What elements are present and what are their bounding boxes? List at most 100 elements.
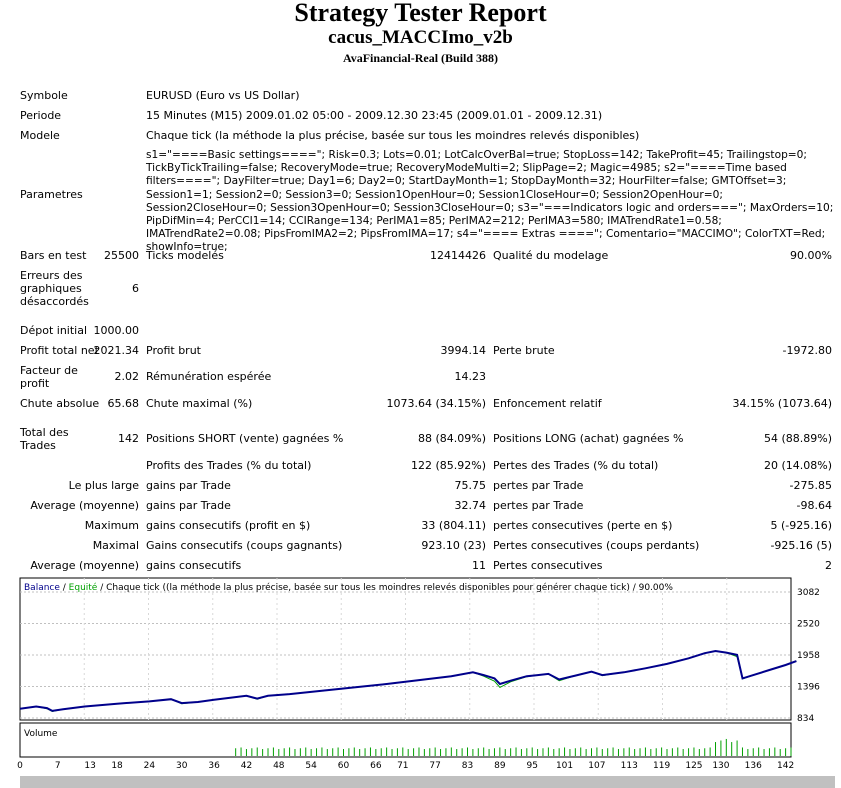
ea-name: cacus_MACCImo_v2b [328, 27, 513, 48]
largest-loss-value: -275.85 [789, 479, 832, 492]
avgconsloss-label: Pertes consecutives [493, 559, 603, 572]
maxdd-value: 1073.64 (34.15%) [386, 397, 486, 410]
x-tick-label: 36 [208, 761, 220, 771]
x-tick-label: 83 [462, 761, 473, 771]
x-tick-label: 89 [494, 761, 506, 771]
x-tick-label: 66 [370, 761, 382, 771]
x-tick-label: 107 [588, 761, 605, 771]
payoff-value: 14.23 [454, 370, 487, 383]
x-tick-label: 42 [241, 761, 252, 771]
trades-label-1: Total des [20, 426, 69, 439]
avgconswin-label: gains consecutifs [146, 559, 242, 572]
x-tick-label: 54 [305, 761, 317, 771]
y-tick-label: 1396 [797, 683, 820, 693]
avgconsloss-value: 2 [825, 559, 832, 572]
balance-chart: Balance / Equité / Chaque tick ((la méth… [17, 577, 820, 771]
maximalwin-label: Gains consecutifs (coups gagnants) [146, 539, 343, 552]
grossprofit-label: Profit brut [146, 344, 201, 357]
x-tick-label: 30 [176, 761, 188, 771]
absdd-value: 65.68 [107, 397, 140, 410]
params-label: Parametres [20, 188, 83, 201]
bars-label: Bars en test [20, 249, 87, 262]
maxconsloss-label: pertes consecutives (perte en $) [493, 519, 673, 532]
x-tick-label: 130 [712, 761, 729, 771]
reldd-label: Enfoncement relatif [493, 397, 602, 410]
average-loss-label: pertes par Trade [493, 499, 584, 512]
reldd-value: 34.15% (1073.64) [732, 397, 832, 410]
errors-value: 6 [132, 282, 139, 295]
pf-label-2: profit [20, 377, 50, 390]
absdd-label: Chute absolue [20, 397, 100, 410]
x-tick-label: 71 [397, 761, 408, 771]
errors-label-3: désaccordés [20, 295, 89, 308]
quality-label: Qualité du modelage [493, 249, 609, 262]
x-tick-label: 24 [144, 761, 156, 771]
x-tick-label: 48 [273, 761, 285, 771]
maximalloss-label: Pertes consecutives (coups perdants) [493, 539, 700, 552]
deposit-value: 1000.00 [93, 324, 140, 337]
x-tick-label: 77 [429, 761, 440, 771]
x-tick-label: 0 [17, 761, 23, 771]
maxdd-label: Chute maximal (%) [146, 397, 253, 410]
x-tick-label: 125 [685, 761, 702, 771]
largest-win-label: gains par Trade [146, 479, 231, 492]
average-label: Average (moyenne) [30, 499, 139, 512]
x-tick-label: 101 [556, 761, 573, 771]
trades-label-2: Trades [20, 439, 56, 452]
legend: Balance / Equité / Chaque tick ((la méth… [24, 582, 673, 593]
trades-value: 142 [118, 432, 139, 445]
errors-label-2: graphiques [20, 282, 82, 295]
average-win-value: 32.74 [454, 499, 487, 512]
bars-value: 25500 [104, 249, 139, 262]
x-tick-label: 60 [338, 761, 350, 771]
x-tick-label: 119 [653, 761, 670, 771]
legend-equity: Equité [69, 582, 98, 593]
avgcons-label: Average (moyenne) [30, 559, 139, 572]
quality-value: 90.00% [790, 249, 832, 262]
maxconswin-value: 33 (804.11) [421, 519, 486, 532]
grossprofit-value: 3994.14 [440, 344, 487, 357]
x-tick-label: 7 [55, 761, 61, 771]
y-tick-label: 3082 [797, 588, 820, 598]
long-label: Positions LONG (achat) gagnées % [493, 432, 684, 445]
netprofit-value: 2021.34 [93, 344, 140, 357]
largest-loss-label: pertes par Trade [493, 479, 584, 492]
losstrades-label: Pertes des Trades (% du total) [493, 459, 659, 472]
payoff-label: Rémunération espérée [146, 370, 272, 383]
y-tick-label: 1958 [797, 651, 820, 661]
maxconsloss-value: 5 (-925.16) [770, 519, 832, 532]
grossloss-label: Perte brute [493, 344, 555, 357]
volume-panel [19, 722, 792, 758]
deposit-label: Dépot initial [20, 324, 88, 337]
volume-label: Volume [24, 729, 58, 739]
legend-rest: / Chaque tick ((la méthode la plus préci… [97, 582, 673, 593]
y-tick-label: 834 [797, 714, 814, 724]
params-value: s1="====Basic settings===="; Risk=0.3; L… [146, 149, 834, 254]
model-label: Modele [20, 129, 60, 142]
grossloss-value: -1972.80 [782, 344, 832, 357]
legend-balance: Balance [24, 583, 60, 593]
avgconswin-value: 11 [472, 559, 486, 572]
largest-win-value: 75.75 [454, 479, 487, 492]
balance-line [19, 649, 797, 712]
maximum-label: Maximum [84, 519, 139, 532]
maximal-label: Maximal [92, 539, 139, 552]
x-tick-label: 113 [621, 761, 638, 771]
ticks-value: 12414426 [430, 249, 486, 262]
short-label: Positions SHORT (vente) gagnées % [146, 432, 344, 445]
report-title: Strategy Tester Report [294, 0, 547, 27]
profittrades-value: 122 (85.92%) [410, 459, 486, 472]
x-tick-label: 136 [745, 761, 762, 771]
netprofit-label: Profit total net [20, 344, 99, 357]
model-value: Chaque tick (la méthode la plus précise,… [146, 129, 640, 142]
broker-name: AvaFinancial-Real (Build 388) [342, 51, 499, 65]
average-win-label: gains par Trade [146, 499, 231, 512]
maximalwin-value: 923.10 (23) [421, 539, 486, 552]
y-tick-label: 2520 [797, 620, 820, 630]
x-tick-label: 13 [84, 761, 95, 771]
symbol-value: EURUSD (Euro vs US Dollar) [146, 89, 300, 102]
profittrades-label: Profits des Trades (% du total) [146, 459, 312, 472]
period-label: Periode [20, 109, 62, 122]
largest-label: Le plus large [68, 479, 139, 492]
x-tick-label: 18 [111, 761, 123, 771]
